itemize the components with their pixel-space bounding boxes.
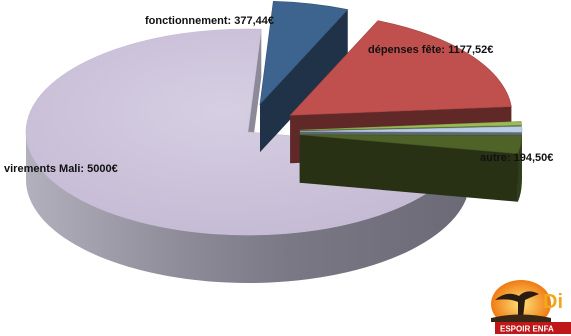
pie-slice-side-5-0 bbox=[26, 132, 467, 283]
pie-slice-top-2 bbox=[299, 121, 522, 131]
pie-slice-top-3 bbox=[299, 126, 523, 133]
pie-slice-wall-4-1 bbox=[299, 134, 518, 202]
slice-label-virements-mali: virements Mali: 5000€ bbox=[4, 163, 118, 175]
pie-slice-top-4 bbox=[299, 134, 523, 155]
pie-slice-wall-0-1 bbox=[260, 9, 348, 153]
pie-slice-top-0 bbox=[259, 1, 349, 106]
slice-label-autre: autre: 194,50€ bbox=[480, 152, 553, 164]
svg-text:ESPOIR ENFA: ESPOIR ENFA bbox=[500, 325, 554, 334]
slice-label-fonctionnement: fonctionnement: 377,44€ bbox=[145, 15, 274, 27]
espoir-enfance-tree-logo-icon: Di ESPOIR ENFA bbox=[491, 280, 571, 334]
svg-text:Di: Di bbox=[543, 291, 563, 313]
pie-slice-top-1 bbox=[289, 20, 512, 116]
espoir-enfance-logo: Di ESPOIR ENFA bbox=[485, 278, 571, 336]
slice-label-depenses-fete: dépenses fête: 1177,52€ bbox=[368, 44, 493, 56]
